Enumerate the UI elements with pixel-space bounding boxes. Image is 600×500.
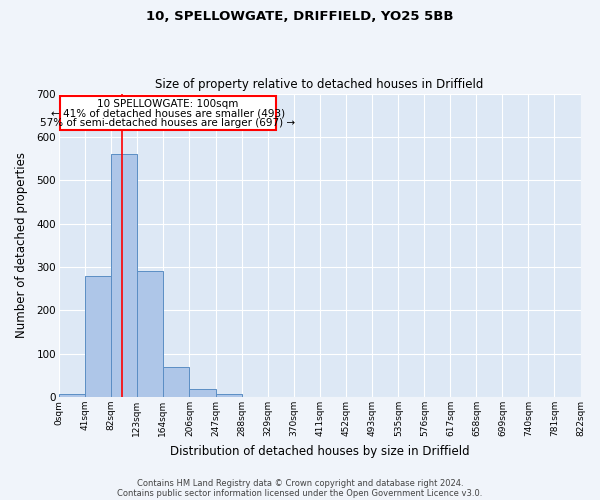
Text: 10 SPELLOWGATE: 100sqm: 10 SPELLOWGATE: 100sqm bbox=[97, 98, 239, 108]
Text: Contains HM Land Registry data © Crown copyright and database right 2024.: Contains HM Land Registry data © Crown c… bbox=[137, 478, 463, 488]
Text: 57% of semi-detached houses are larger (697) →: 57% of semi-detached houses are larger (… bbox=[40, 118, 295, 128]
X-axis label: Distribution of detached houses by size in Driffield: Distribution of detached houses by size … bbox=[170, 444, 469, 458]
Bar bbox=[215, 394, 242, 397]
Y-axis label: Number of detached properties: Number of detached properties bbox=[15, 152, 28, 338]
FancyBboxPatch shape bbox=[60, 96, 276, 130]
Text: Contains public sector information licensed under the Open Government Licence v3: Contains public sector information licen… bbox=[118, 488, 482, 498]
Bar bbox=[163, 366, 190, 397]
Bar bbox=[59, 394, 85, 397]
Bar bbox=[190, 389, 215, 397]
Text: 10, SPELLOWGATE, DRIFFIELD, YO25 5BB: 10, SPELLOWGATE, DRIFFIELD, YO25 5BB bbox=[146, 10, 454, 23]
Bar bbox=[85, 276, 111, 397]
Text: ← 41% of detached houses are smaller (493): ← 41% of detached houses are smaller (49… bbox=[51, 108, 285, 118]
Bar bbox=[137, 272, 163, 397]
Title: Size of property relative to detached houses in Driffield: Size of property relative to detached ho… bbox=[155, 78, 484, 91]
Bar bbox=[111, 154, 137, 397]
